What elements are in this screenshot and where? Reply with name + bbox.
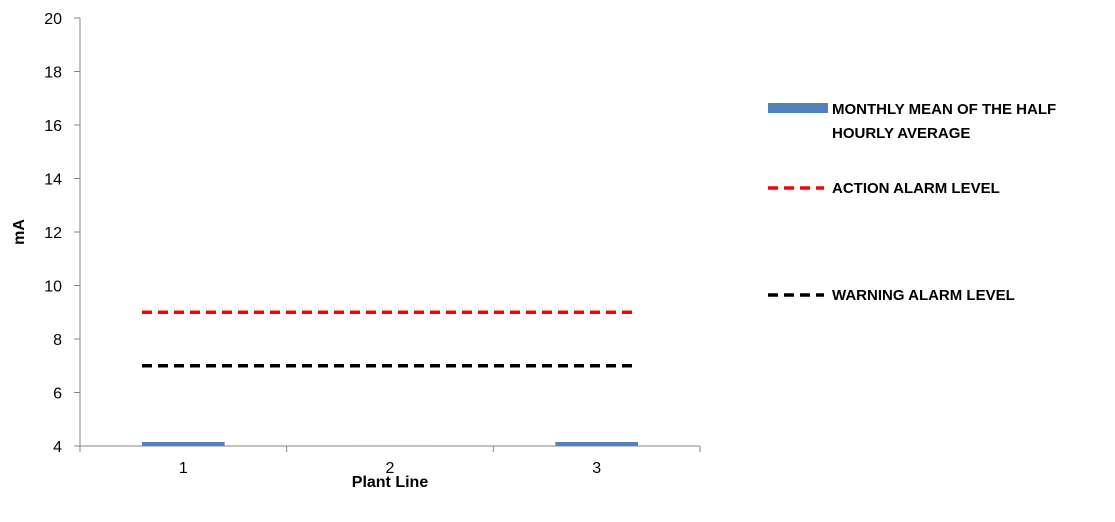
legend-label: HOURLY AVERAGE [832,125,970,142]
y-tick-label: 14 [44,172,62,189]
bar [555,441,638,446]
plot-area [142,310,638,447]
y-tick-label: 16 [44,118,62,135]
y-tick-label: 8 [53,332,62,349]
legend-swatch [768,103,828,113]
axes [79,18,700,447]
y-tick-label: 18 [44,65,62,82]
legend-item: WARNING ALARM LEVEL [768,287,1015,304]
y-tick-label: 4 [53,439,62,456]
legend: MONTHLY MEAN OF THE HALF HOURLY AVERAGE AC… [768,101,1056,304]
y-tick-label: 12 [44,225,62,242]
x-tick-label: 2 [386,460,395,477]
bar [142,441,225,446]
y-ticks: 4 6 8 10 12 14 16 18 20 [44,11,80,456]
x-axis-title: Plant Line [352,474,429,491]
y-tick-label: 6 [53,386,62,403]
y-tick-label: 20 [44,11,62,28]
legend-item: ACTION ALARM LEVEL [768,180,1000,197]
legend-item: MONTHLY MEAN OF THE HALF HOURLY AVERAGE [768,101,1056,142]
legend-label: MONTHLY MEAN OF THE HALF [832,101,1056,118]
x-tick-label: 1 [179,460,188,477]
y-tick-label: 10 [44,279,62,296]
x-tick-label: 3 [592,460,601,477]
legend-label: ACTION ALARM LEVEL [832,180,1000,197]
legend-label: WARNING ALARM LEVEL [832,287,1015,304]
y-axis-title: mA [11,219,28,245]
x-ticks: 1 2 3 [79,446,701,477]
